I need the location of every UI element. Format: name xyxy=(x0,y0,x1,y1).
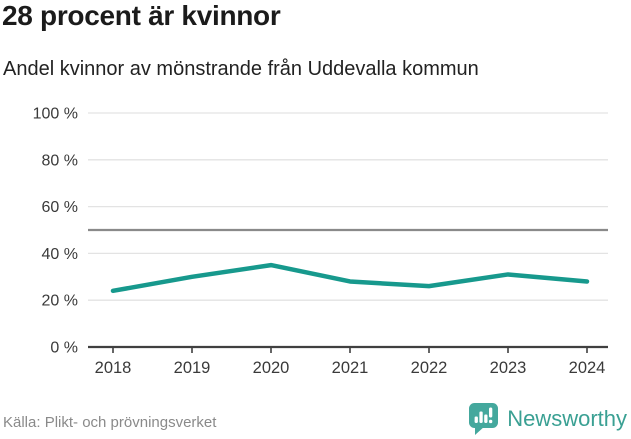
y-tick-label-60: 60 % xyxy=(42,199,78,216)
newsworthy-logo: Newsworthy xyxy=(468,402,627,436)
source-note: Källa: Plikt- och prövningsverket xyxy=(3,414,217,431)
newsworthy-logo-text: Newsworthy xyxy=(507,406,627,431)
x-tick-label-2022: 2022 xyxy=(411,359,448,377)
y-tick-label-40: 40 % xyxy=(42,246,78,263)
x-tick-label-2021: 2021 xyxy=(332,359,369,377)
data-line-andel-kvinnor xyxy=(110,262,590,294)
x-tick-label-2019: 2019 xyxy=(174,359,211,377)
x-tick-label-2018: 2018 xyxy=(95,359,132,377)
chart-subtitle: Andel kvinnor av mönstrande från Uddeval… xyxy=(3,58,479,80)
chart-title: 28 procent är kvinnor xyxy=(2,0,281,31)
y-tick-label-100: 100 % xyxy=(33,106,78,123)
y-tick-label-20: 20 % xyxy=(42,293,78,310)
y-tick-label-0: 0 % xyxy=(50,340,78,357)
x-tick-label-2024: 2024 xyxy=(569,359,606,377)
y-tick-label-80: 80 % xyxy=(42,152,78,169)
line-chart: 0 % 20 % 40 % 60 % 80 % 100 % 2018 2019 2020 2021… xyxy=(33,106,608,377)
x-tick-label-2020: 2020 xyxy=(253,359,290,377)
x-tick-label-2023: 2023 xyxy=(490,359,527,377)
newsworthy-logo-icon xyxy=(469,403,499,435)
